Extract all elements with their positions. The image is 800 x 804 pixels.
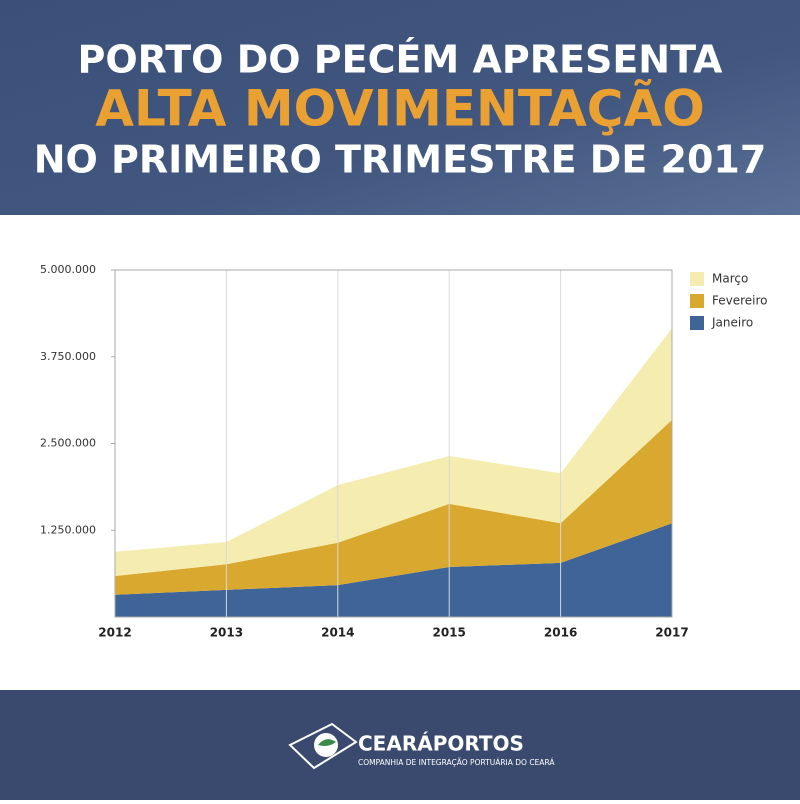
area: [115, 523, 672, 617]
logo: CEARÁPORTOS COMPANHIA DE INTEGRAÇÃO PORT…: [288, 722, 555, 770]
x-tick-label: 2015: [432, 626, 465, 640]
legend-label: Fevereiro: [712, 294, 768, 308]
area: [115, 419, 672, 595]
title-highlight: ALTA MOVIMENTAÇÃO: [95, 79, 704, 138]
logo-mark: [288, 722, 358, 770]
plot: 1.250.000 2.500.000 3.750.000 5.000.000 2012…: [40, 263, 768, 640]
x-tick-label: 2014: [321, 626, 354, 640]
x-tick-label: 2013: [210, 626, 243, 640]
title-line: NO PRIMEIRO TRIMESTRE DE 2017: [34, 138, 767, 182]
y-tick-label: 5.000.000: [40, 263, 96, 276]
area: [115, 328, 672, 577]
legend-label: Janeiro: [711, 316, 753, 330]
legend-swatch: [690, 272, 704, 286]
header-bg: [0, 0, 800, 215]
legend-swatch: [690, 294, 704, 308]
x-tick-label: 2012: [98, 626, 131, 640]
brand: CEARÁPORTOS: [358, 732, 524, 756]
legend-swatch: [690, 316, 704, 330]
y-tick-label: 1.250.000: [40, 523, 96, 536]
footer-bg: [0, 690, 800, 800]
logo-mark: [318, 739, 336, 746]
y-tick-label: 3.750.000: [40, 350, 96, 363]
x-tick-label: 2017: [655, 626, 688, 640]
title-line: PORTO DO PECÉM APRESENTA: [78, 38, 724, 82]
tagline: COMPANHIA DE INTEGRAÇÃO PORTUÁRIA DO CEA…: [358, 758, 555, 767]
x-tick-label: 2016: [544, 626, 577, 640]
y-tick-label: 2.500.000: [40, 437, 96, 450]
legend-label: Março: [712, 272, 748, 286]
